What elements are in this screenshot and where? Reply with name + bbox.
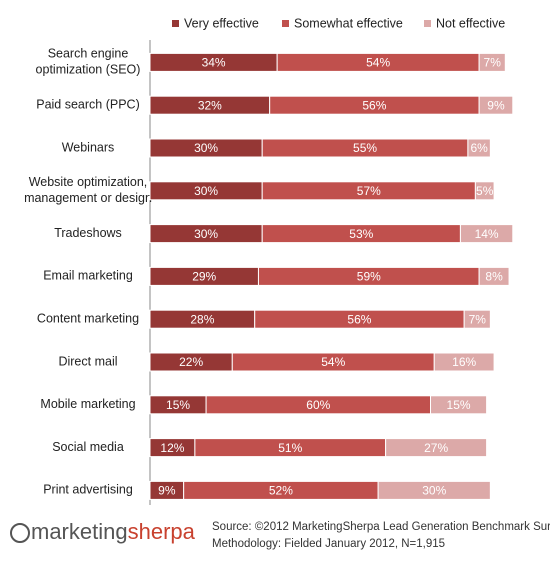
value-label: 9% [487, 98, 505, 112]
value-label: 57% [357, 184, 381, 198]
value-label: 16% [452, 355, 476, 369]
bar-segment [430, 395, 488, 415]
source-note: Methodology: Fielded January 2012, N=1,9… [212, 538, 445, 550]
value-label: 51% [278, 441, 302, 455]
bar-segment [478, 52, 506, 72]
value-label: 59% [357, 270, 381, 284]
legend-swatch [424, 20, 431, 27]
logo: marketingsherpa [10, 519, 196, 544]
logo-icon [10, 523, 30, 543]
bar-segment [459, 224, 514, 244]
source-note: Source: ©2012 MarketingSherpa Lead Gener… [212, 521, 550, 533]
legend-label: Not effective [436, 16, 505, 30]
bar-segment [474, 181, 495, 201]
value-label: 32% [198, 98, 222, 112]
bar-segment [463, 309, 491, 329]
bar-segment [385, 438, 488, 458]
value-label: 7% [469, 312, 487, 326]
y-tick-label: Search engine optimization (SEO) [36, 47, 141, 77]
value-label: 14% [475, 227, 499, 241]
y-tick-label: Tradeshows [54, 226, 122, 240]
bar-segment [377, 480, 491, 500]
value-label: 29% [192, 270, 216, 284]
value-label: 5% [476, 184, 494, 198]
legend-swatch [172, 20, 179, 27]
value-label: 52% [269, 484, 293, 498]
bar-segment [478, 95, 514, 115]
logo-text: marketingsherpa [31, 519, 196, 544]
logo-part: marketing [31, 519, 128, 544]
value-label: 15% [447, 398, 471, 412]
value-label: 9% [158, 484, 176, 498]
logo-part: sherpa [128, 519, 196, 544]
value-label: 7% [484, 56, 502, 70]
value-label: 8% [485, 270, 503, 284]
y-tick-label: Email marketing [43, 269, 133, 283]
value-label: 30% [194, 184, 218, 198]
legend-label: Somewhat effective [294, 16, 403, 30]
value-label: 6% [470, 141, 488, 155]
y-tick-label: Webinars [62, 140, 115, 154]
value-label: 56% [347, 312, 371, 326]
y-tick-label: Paid search (PPC) [36, 97, 140, 111]
value-label: 27% [424, 441, 448, 455]
value-label: 60% [306, 398, 330, 412]
value-label: 56% [362, 98, 386, 112]
legend-swatch [282, 20, 289, 27]
bar-segment [433, 352, 495, 372]
y-tick-label: Social media [52, 440, 124, 454]
y-tick-label: Mobile marketing [40, 397, 135, 411]
value-label: 54% [366, 56, 390, 70]
value-label: 15% [166, 398, 190, 412]
legend-label: Very effective [184, 16, 259, 30]
y-tick-label: Print advertising [43, 483, 133, 497]
y-tick-label: Direct mail [58, 354, 117, 368]
value-label: 34% [202, 56, 226, 70]
bar-segment [467, 138, 491, 158]
value-label: 12% [160, 441, 184, 455]
y-tick-label: Website optimization, management or desig… [24, 175, 152, 205]
y-tick-label: Content marketing [37, 311, 139, 325]
value-label: 53% [349, 227, 373, 241]
value-label: 30% [422, 484, 446, 498]
value-label: 22% [179, 355, 203, 369]
value-label: 30% [194, 227, 218, 241]
bar-segment [478, 266, 510, 286]
value-label: 28% [190, 312, 214, 326]
value-label: 55% [353, 141, 377, 155]
value-label: 30% [194, 141, 218, 155]
value-label: 54% [321, 355, 345, 369]
